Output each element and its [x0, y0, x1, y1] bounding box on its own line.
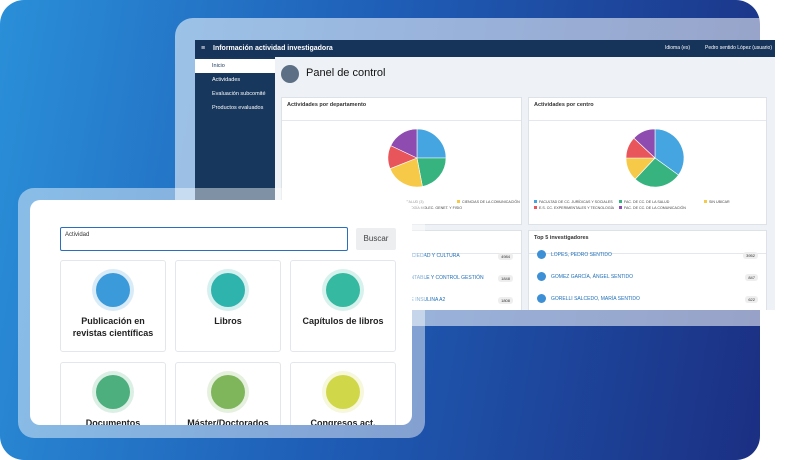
legend-label: FAC. DE CC. DE LA SALUD	[624, 200, 670, 204]
avatar	[537, 250, 546, 259]
legend-swatch	[704, 200, 707, 203]
search-input[interactable]: Actividad	[60, 227, 348, 251]
search-card: Actividad Buscar Publicación en revistas…	[30, 200, 412, 425]
nav-item[interactable]: Actividades	[212, 77, 241, 83]
user[interactable]: Pedro sentido López (usuario)	[705, 45, 772, 51]
tile-label: Máster/Doctorados act.	[187, 418, 269, 425]
search-button[interactable]: Buscar	[356, 228, 396, 250]
tile-icon	[96, 375, 130, 409]
tile-icon	[96, 273, 130, 307]
investigator-name[interactable]: LOPES, PEDRO SENTIDO	[551, 252, 612, 258]
legend-label: FAC. DE CC. DE LA COMUNICACIÓN	[624, 206, 686, 210]
legend-label: FACULTAD DE CC. JURÍDICAS Y SOCIALES	[539, 200, 613, 204]
avatar	[537, 272, 546, 281]
tile-icon	[211, 273, 245, 307]
tile-icon	[211, 375, 245, 409]
pie-slice	[654, 128, 685, 176]
activity-name[interactable]: N, SOCIEDAD Y CULTURA	[398, 253, 460, 259]
legend-item: E.S. CC. EXPERIMENTALES Y TECNOLOGÍA	[534, 206, 614, 210]
pie-slice	[634, 157, 679, 188]
legend-label: E.S. CC. EXPERIMENTALES Y TECNOLOGÍA	[539, 206, 615, 210]
tile-label: Libros	[214, 316, 242, 326]
legend-item: FAC. DE CC. DE LA COMUNICACIÓN	[619, 206, 686, 210]
tile[interactable]: Libros	[175, 260, 281, 352]
pie-chart	[625, 128, 685, 188]
nav-item[interactable]: Inicio	[195, 59, 275, 73]
page-icon	[281, 65, 299, 83]
legend-item: SIN UBICAR	[704, 200, 730, 204]
pie-chart	[387, 128, 447, 188]
tile[interactable]: Congresos act.	[290, 362, 396, 425]
card-title: Top 5 investigadores	[529, 231, 766, 254]
language[interactable]: Idioma (es)	[665, 45, 691, 51]
menu-icon[interactable]: ≡	[201, 45, 206, 52]
legend-item: CIENCIAS DE LA COMUNICACIÓN	[457, 200, 520, 204]
tile-label: Capítulos de libros	[302, 316, 384, 326]
header: ≡ Información actividad investigadora Id…	[195, 40, 775, 57]
legend-item: FAC. DE CC. DE LA SALUD	[619, 200, 669, 204]
pie-slice	[416, 157, 447, 187]
legend-swatch	[534, 200, 537, 203]
legend-label: SIN UBICAR	[709, 200, 730, 204]
legend-item: FACULTAD DE CC. JURÍDICAS Y SOCIALES	[534, 200, 613, 204]
investigator-name[interactable]: GOMEZ GARCÍA, ÁNGEL SENTIDO	[551, 274, 634, 280]
pie-slice	[633, 128, 656, 159]
legend-label: BIOQUÍMICA Y BIOLOGÍA MOLEC. GENET. Y FI…	[377, 206, 463, 210]
tile-label: Congresos act.	[310, 418, 376, 425]
legend-swatch	[619, 200, 622, 203]
tile[interactable]: Documentos	[60, 362, 166, 425]
tile[interactable]: Máster/Doctorados act.	[175, 362, 281, 425]
card: Actividades por centro FACULTAD DE CC. JU…	[528, 97, 767, 225]
activity-count: 1808	[498, 297, 513, 304]
avatar	[537, 294, 546, 303]
nav-item[interactable]: Evaluación subcomité	[212, 91, 266, 97]
pie-slice	[416, 128, 447, 159]
investigator-count: 847	[745, 274, 758, 281]
tile-icon	[326, 375, 360, 409]
app-title: Información actividad investigadora	[213, 45, 333, 52]
activity-name[interactable]: TINA E INSULINA A2	[398, 297, 446, 303]
card-title: Actividades por departamento	[282, 98, 521, 121]
legend-swatch	[534, 206, 537, 209]
pie-slice	[389, 157, 423, 188]
investigator-count: 3952	[743, 252, 758, 259]
tile[interactable]: Capítulos de libros	[290, 260, 396, 352]
legend-label: CIENCIAS DE LA COMUNICACIÓN	[462, 200, 520, 204]
pie-slice	[390, 128, 418, 159]
tile-label: Publicación en revistas científicas	[72, 316, 154, 338]
legend-swatch	[457, 200, 460, 203]
investigator-count: 622	[745, 296, 758, 303]
card: Top 5 investigadores LOPES, PEDRO SENTIDO…	[528, 230, 767, 310]
activity-count: 1848	[498, 275, 513, 282]
legend-swatch	[619, 206, 622, 209]
tile-icon	[326, 273, 360, 307]
page-title: Panel de control	[306, 67, 386, 79]
tile-label: Documentos	[85, 418, 141, 425]
investigator-name[interactable]: GORELLI SALCEDO, MARÍA SENTIDO	[551, 296, 640, 302]
activity-count: 4984	[498, 253, 513, 260]
tile[interactable]: Publicación en revistas científicas	[60, 260, 166, 352]
card-title: Actividades por centro	[529, 98, 766, 121]
activity-name[interactable]: N CONTABLE Y CONTROL GESTIÓN	[398, 275, 484, 281]
nav-item[interactable]: Productos evaluados	[212, 105, 264, 111]
